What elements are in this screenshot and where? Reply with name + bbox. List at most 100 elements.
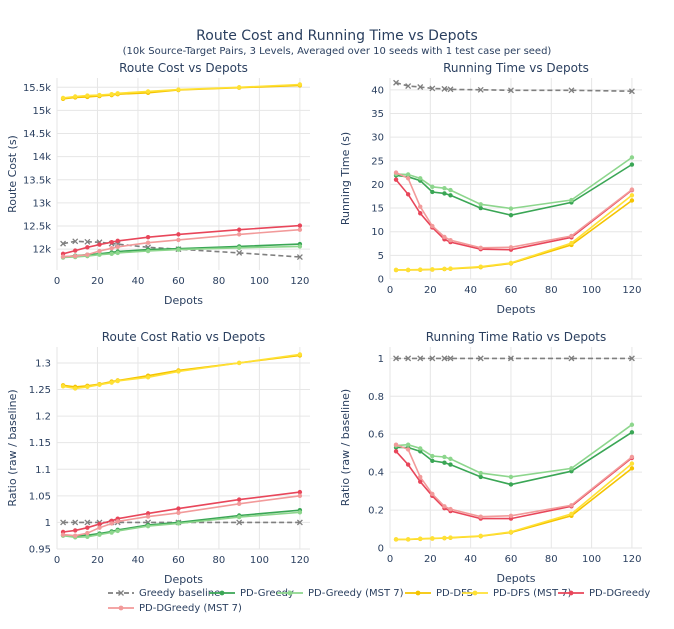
series-pd-greedy-mst-7 — [60, 510, 303, 540]
data-point — [441, 355, 448, 362]
data-point — [109, 246, 114, 251]
data-point — [569, 233, 574, 239]
x-tick-label: 20 — [91, 276, 104, 287]
data-point — [297, 82, 303, 87]
x-tick-label: 120 — [290, 276, 309, 287]
data-point — [405, 192, 411, 197]
y-tick-label: 0 — [378, 275, 384, 286]
data-point — [508, 482, 514, 487]
figure-subtitle: (10k Source-Target Pairs, 3 Levels, Aver… — [123, 46, 552, 57]
data-point — [60, 384, 66, 389]
data-point — [60, 95, 66, 101]
legend-item[interactable]: PD-DFS (MST 7) — [462, 588, 572, 599]
series-line — [395, 179, 633, 251]
data-point — [236, 514, 242, 520]
series-pd-dgreedy — [60, 223, 303, 257]
data-point — [109, 91, 114, 97]
series-line — [62, 353, 301, 390]
data-point — [418, 536, 423, 541]
x-tick-label: 40 — [464, 554, 477, 565]
data-point — [442, 454, 447, 460]
legend-item[interactable]: PD-Greedy — [209, 588, 294, 599]
legend-item[interactable]: PD-DFS — [405, 588, 473, 599]
x-tick-label: 60 — [505, 285, 518, 296]
legend-item[interactable]: PD-DGreedy (MST 7) — [108, 603, 242, 614]
data-point — [430, 189, 435, 195]
data-point — [393, 79, 400, 86]
data-point — [448, 535, 453, 540]
data-point — [145, 375, 151, 380]
data-point — [85, 245, 90, 250]
y-tick-label: 35 — [371, 109, 384, 120]
data-point — [297, 223, 303, 228]
legend-item[interactable]: PD-DGreedy — [558, 588, 650, 599]
y-tick-label: 0 — [378, 544, 384, 555]
legend-item[interactable]: PD-Greedy (MST 7) — [277, 588, 404, 599]
data-point — [60, 254, 66, 259]
y-tick-label: 1 — [45, 518, 51, 529]
legend-label: PD-Greedy (MST 7) — [308, 588, 404, 599]
data-point — [145, 234, 151, 240]
data-point — [430, 453, 435, 459]
x-tick-label: 20 — [424, 285, 437, 296]
data-point — [145, 514, 151, 519]
data-point — [478, 533, 483, 539]
x-axis-label: Depots — [164, 294, 203, 307]
y-tick-label: 1 — [378, 354, 384, 365]
data-point — [236, 360, 242, 366]
x-tick-label: 60 — [505, 554, 518, 565]
series-line — [63, 228, 300, 258]
y-tick-label: 10 — [371, 227, 384, 238]
data-point — [629, 162, 635, 167]
data-point — [145, 240, 151, 245]
y-axis-label: Running Time (s) — [339, 132, 352, 225]
y-tick-label: 1.2 — [35, 412, 51, 423]
data-point — [629, 155, 635, 160]
data-point — [236, 249, 243, 256]
data-point — [628, 88, 635, 95]
series-line — [396, 462, 633, 541]
y-tick-label: 15k — [32, 106, 51, 117]
data-point — [569, 511, 574, 517]
legend-label: PD-DGreedy — [589, 588, 650, 599]
x-tick-label: 100 — [582, 285, 601, 296]
data-point — [418, 479, 423, 484]
series-line — [395, 163, 633, 217]
data-point — [478, 245, 483, 250]
data-point — [442, 535, 447, 541]
data-point — [145, 523, 151, 529]
y-tick-label: 30 — [371, 133, 384, 144]
data-point — [405, 267, 411, 272]
data-point — [115, 250, 120, 256]
data-point — [176, 232, 181, 237]
series-pd-dfs-mst-7 — [60, 352, 303, 391]
data-point — [296, 254, 303, 261]
data-point — [629, 430, 635, 435]
data-point — [448, 462, 453, 467]
data-point — [418, 176, 423, 181]
series-pd-dgreedy — [60, 489, 303, 535]
x-tick-label: 40 — [132, 555, 145, 566]
data-point — [405, 355, 412, 362]
data-point — [418, 446, 423, 451]
data-point — [629, 193, 635, 198]
x-tick-label: 80 — [213, 555, 226, 566]
y-tick-label: 13.5k — [23, 175, 51, 186]
legend-marker — [287, 590, 293, 596]
x-tick-label: 40 — [464, 285, 477, 296]
y-tick-label: 0.95 — [29, 545, 51, 556]
data-point — [73, 248, 78, 253]
data-point — [448, 456, 453, 462]
legend-item[interactable]: Greedy baseline — [108, 588, 220, 599]
series-line — [396, 199, 633, 271]
data-point — [145, 248, 151, 254]
panel-title: Route Cost Ratio vs Depots — [102, 330, 265, 344]
data-point — [447, 355, 454, 362]
data-point — [628, 355, 635, 362]
data-point — [84, 238, 91, 245]
data-point — [97, 521, 102, 527]
data-point — [85, 534, 90, 539]
x-tick-label: 20 — [424, 554, 437, 565]
data-point — [442, 460, 447, 465]
